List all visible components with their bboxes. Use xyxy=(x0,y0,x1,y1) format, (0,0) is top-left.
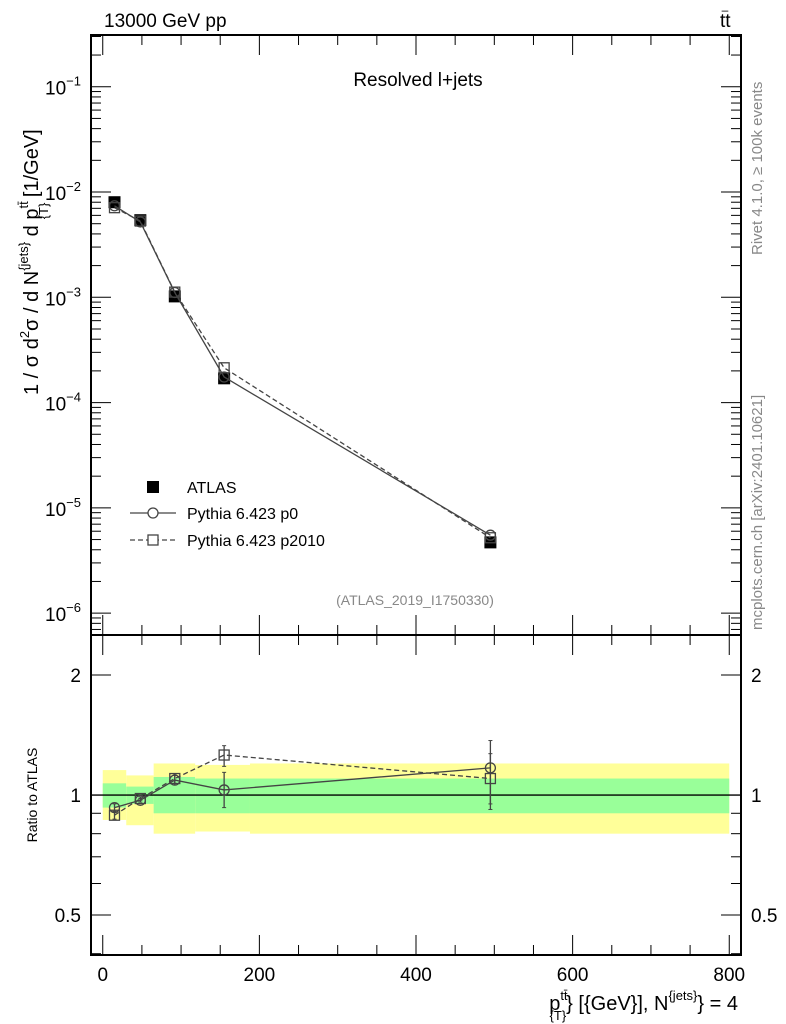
rivet-label: Rivet 4.1.0, ≥ 100k events xyxy=(749,82,766,255)
p2010-marker xyxy=(484,532,497,544)
legend-label: Pythia 6.423 p2010 xyxy=(187,533,325,550)
beam-label: 13000 GeV pp xyxy=(104,11,227,32)
process-label: tt– xyxy=(720,3,731,32)
ratio-y-tick-label-right: 0.5 xyxy=(751,906,777,927)
ratio-p2010-marker xyxy=(134,792,146,805)
legend-label: Pythia 6.423 p0 xyxy=(187,506,298,523)
legend-p2010-marker xyxy=(147,534,159,546)
analysis-label: (ATLAS_2019_I1750330) xyxy=(336,592,494,608)
ratio-line-1 xyxy=(114,754,491,816)
x-tick-label: 400 xyxy=(400,965,432,986)
y-tick-label: 10−3 xyxy=(45,284,81,310)
ratio-p2010-marker xyxy=(169,772,181,785)
y-tick-label: 10−2 xyxy=(45,179,81,205)
p2010-marker xyxy=(218,362,230,374)
legend-p0-marker xyxy=(147,507,159,519)
legend-atlas-marker xyxy=(147,481,159,493)
x-tick-label: 600 xyxy=(557,965,589,986)
ratio-p0-marker xyxy=(218,784,230,796)
x-tick-label: 0 xyxy=(97,965,108,986)
legend-label: ATLAS xyxy=(187,480,237,497)
y-axis-label: 1 / σ d2σ / d N{jets} d ptt̄ {T} [1/GeV] xyxy=(16,129,51,395)
stat-uncertainty-band xyxy=(249,778,730,814)
x-tick-label: 200 xyxy=(244,965,276,986)
ratio-y-tick-label: 0.5 xyxy=(55,906,81,927)
y-tick-label: 10−5 xyxy=(45,495,81,521)
series-line-1 xyxy=(114,205,491,536)
y-tick-label: 10−6 xyxy=(45,600,81,626)
p0-marker xyxy=(218,371,230,383)
mcplots-label: mcplots.cern.ch [arXiv:2401.10621] xyxy=(749,395,766,630)
process-bar: – xyxy=(722,3,729,17)
atlas-data-point xyxy=(168,290,181,303)
y-tick-label: 10−4 xyxy=(45,390,81,416)
ratio-p2010-marker xyxy=(218,749,230,761)
plot-title: Resolved l+jets xyxy=(353,70,482,91)
process-name: tt xyxy=(720,11,731,32)
y-tick-label: 10−1 xyxy=(45,74,81,100)
x-axis-label: ptt̄ {T}} [{GeV}], N{jets}} = 4 xyxy=(549,988,738,1023)
p2010-marker xyxy=(108,202,121,214)
ratio-y-tick-label: 1 xyxy=(70,786,81,807)
series-line-2 xyxy=(114,207,491,539)
ratio-p2010-marker xyxy=(484,772,497,785)
p2010-marker xyxy=(169,286,181,298)
ratio-y-tick-label-right: 1 xyxy=(751,786,762,807)
ratio-p2010-marker xyxy=(108,809,121,821)
p2010-marker xyxy=(134,215,146,227)
ratio-y-tick-label-right: 2 xyxy=(751,666,762,687)
ratio-y-tick-label: 2 xyxy=(70,666,81,687)
ratio-ylabel: Ratio to ATLAS xyxy=(24,748,40,843)
x-tick-label: 800 xyxy=(713,965,745,986)
